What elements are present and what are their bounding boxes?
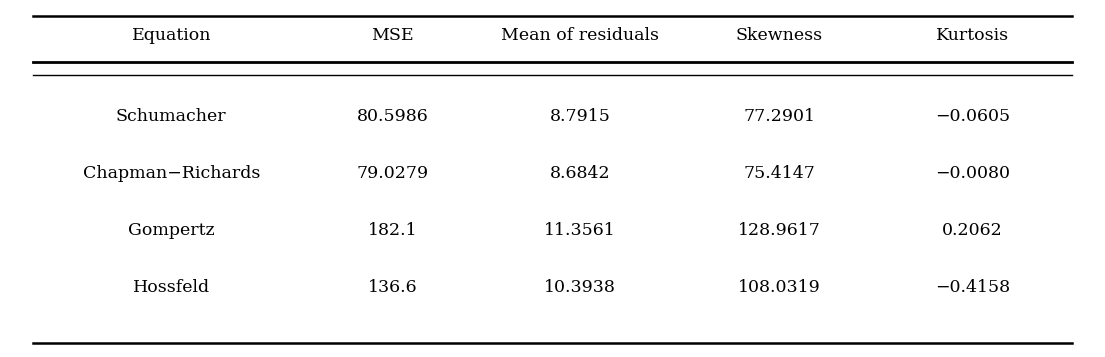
Text: Equation: Equation (131, 27, 211, 44)
Text: Kurtosis: Kurtosis (936, 27, 1009, 44)
Text: −0.0605: −0.0605 (935, 107, 1010, 125)
Text: 0.2062: 0.2062 (943, 222, 1002, 239)
Text: Skewness: Skewness (736, 27, 822, 44)
Text: 8.7915: 8.7915 (549, 107, 611, 125)
Text: Hossfeld: Hossfeld (133, 279, 210, 296)
Text: Mean of residuals: Mean of residuals (502, 27, 659, 44)
Text: 136.6: 136.6 (368, 279, 417, 296)
Text: Gompertz: Gompertz (128, 222, 214, 239)
Text: 77.2901: 77.2901 (743, 107, 815, 125)
Text: 108.0319: 108.0319 (738, 279, 820, 296)
Text: 128.9617: 128.9617 (738, 222, 820, 239)
Text: −0.0080: −0.0080 (935, 165, 1010, 182)
Text: 8.6842: 8.6842 (550, 165, 610, 182)
Text: Schumacher: Schumacher (116, 107, 227, 125)
Text: 80.5986: 80.5986 (357, 107, 428, 125)
Text: 79.0279: 79.0279 (356, 165, 429, 182)
Text: 182.1: 182.1 (368, 222, 417, 239)
Text: MSE: MSE (371, 27, 413, 44)
Text: −0.4158: −0.4158 (935, 279, 1010, 296)
Text: 10.3938: 10.3938 (544, 279, 617, 296)
Text: 11.3561: 11.3561 (545, 222, 615, 239)
Text: 75.4147: 75.4147 (743, 165, 815, 182)
Text: Chapman−Richards: Chapman−Richards (83, 165, 260, 182)
